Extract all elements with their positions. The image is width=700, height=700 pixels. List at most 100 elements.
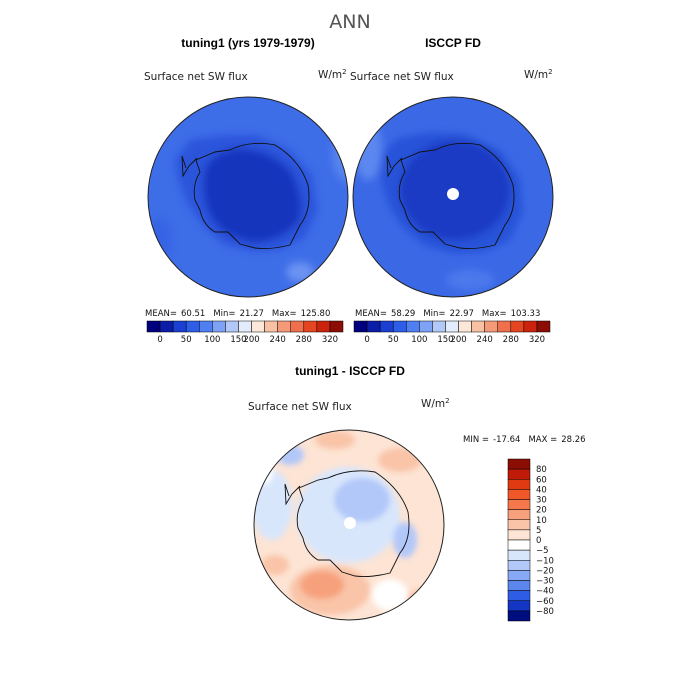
panel-model-max-label: Max= xyxy=(272,309,297,319)
panel-diff-colorbar-box xyxy=(507,499,531,510)
panel-obs-max-label: Max= xyxy=(482,309,507,319)
panel-obs-colorbar-tick-label: 240 xyxy=(477,335,493,345)
panel-obs-mean-label: MEAN= xyxy=(355,309,387,319)
panel-obs-colorbar-box xyxy=(484,320,498,333)
panel-model-units-base: W/m xyxy=(318,69,342,81)
panel-diff-map xyxy=(254,430,444,620)
panel-obs-min-value: 22.97 xyxy=(450,309,474,319)
panel-model-colorbar-box xyxy=(225,320,239,333)
panel-model-colorbar-tick-label: 150 xyxy=(230,335,246,345)
panel-obs-mean-value: 58.29 xyxy=(391,309,415,319)
panel-model-units-exp: 2 xyxy=(342,68,346,76)
panel-diff-colorbar-tick-label: −80 xyxy=(536,607,554,617)
panel-obs-units-base: W/m xyxy=(524,69,548,81)
panel-obs-colorbar-box xyxy=(471,320,485,333)
panel-model-min-label: Min= xyxy=(213,309,235,319)
panel-obs-colorbar-tick-label: 320 xyxy=(529,335,545,345)
panel-model-colorbar-box xyxy=(185,320,200,333)
panel-obs-colorbar-box xyxy=(497,320,512,333)
panel-obs-stats: MEAN= 58.29 Min= 22.97 Max= 103.33 xyxy=(355,309,540,319)
panel-obs-colorbar-box xyxy=(406,320,420,333)
panel-diff-field-label: Surface net SW flux xyxy=(248,401,352,413)
panel-obs-field-label: Surface net SW flux xyxy=(350,71,454,83)
panel-diff-colorbar-box xyxy=(507,549,531,561)
panel-obs-min-label: Min= xyxy=(423,309,445,319)
panel-model-colorbar-tick-label: 280 xyxy=(296,335,312,345)
panel-obs-colorbar-tick-label: 150 xyxy=(437,335,453,345)
panel-model-field-label: Surface net SW flux xyxy=(144,71,248,83)
panel-diff-max-value: 28.26 xyxy=(561,435,585,445)
panel-obs-units-exp: 2 xyxy=(548,68,552,76)
panel-obs-colorbar-box xyxy=(432,320,446,333)
panel-diff-colorbar-tick-label: 60 xyxy=(536,475,547,485)
panel-obs-map xyxy=(353,97,553,297)
panel-obs-colorbar-tick-label: 100 xyxy=(411,335,427,345)
panel-model-colorbar-tick-label: 320 xyxy=(322,335,338,345)
panel-obs: ISCCP FD Surface net SW flux W/m2 MEAN= 5… xyxy=(350,36,554,345)
panel-diff-title: tuning1 - ISCCP FD xyxy=(295,364,405,378)
panel-diff-units-exp: 2 xyxy=(445,397,449,405)
panel-obs-colorbar-box xyxy=(379,320,394,333)
panel-diff-colorbar-box xyxy=(507,519,531,531)
panel-diff-colorbar-tick-label: 0 xyxy=(536,536,541,546)
panel-model-colorbar-box xyxy=(251,320,265,333)
panel-model-colorbar-box xyxy=(199,320,213,333)
figure-title: ANN xyxy=(329,11,370,33)
panel-diff-colorbar-tick-label: −40 xyxy=(536,587,554,597)
panel-obs-colorbar-tick-label: 280 xyxy=(503,335,519,345)
panel-model-colorbar-tick-label: 0 xyxy=(157,335,162,345)
panel-diff-colorbar-box xyxy=(507,570,531,581)
panel-model-colorbar-tick-label: 100 xyxy=(204,335,220,345)
panel-diff-colorbar-box xyxy=(507,509,531,520)
panel-model-colorbar-box xyxy=(159,320,174,333)
panel-diff-colorbar-box xyxy=(507,600,531,612)
panel-model-colorbar-tick-label: 50 xyxy=(181,335,192,345)
panel-diff-colorbar-box xyxy=(507,458,531,470)
panel-diff-colorbar-tick-label: 10 xyxy=(536,516,547,526)
panel-diff-colorbar-box xyxy=(507,539,531,551)
panel-diff-colorbar-box xyxy=(507,590,531,601)
panel-diff-units-base: W/m xyxy=(421,398,445,410)
panel-diff-min-label: MIN = xyxy=(463,435,489,445)
panel-model-colorbar-box xyxy=(329,320,344,333)
panel-model-mean-value: 60.51 xyxy=(181,309,205,319)
panel-diff-colorbar-tick-label: 40 xyxy=(536,485,547,495)
panel-diff-colorbar-tick-label: −60 xyxy=(536,597,554,607)
panel-diff-colorbar-box xyxy=(507,529,531,541)
panel-diff-colorbar-tick-label: −10 xyxy=(536,556,554,566)
panel-model-stats: MEAN= 60.51 Min= 21.27 Max= 125.80 xyxy=(145,309,330,319)
panel-obs-title: ISCCP FD xyxy=(425,36,481,50)
panel-diff-colorbar-tick-label: 20 xyxy=(536,506,547,516)
panel-model-colorbar-box xyxy=(303,320,318,333)
panel-obs-colorbar-box xyxy=(536,320,551,333)
panel-model-min-value: 21.27 xyxy=(240,309,264,319)
panel-model-colorbar-tick-label: 240 xyxy=(270,335,286,345)
panel-diff: tuning1 - ISCCP FD Surface net SW flux W… xyxy=(248,364,586,622)
panel-obs-colorbar-box xyxy=(366,320,381,333)
panel-obs-units: W/m2 xyxy=(524,68,553,81)
panel-model: tuning1 (yrs 1979-1979) Surface net SW f… xyxy=(144,36,349,345)
panel-obs-colorbar-tick-label: 200 xyxy=(450,335,466,345)
panel-obs-colorbar-tick-label: 50 xyxy=(388,335,399,345)
panel-obs-colorbar-box xyxy=(510,320,525,333)
panel-diff-colorbar-box xyxy=(507,489,531,500)
panel-model-colorbar-box xyxy=(277,320,291,333)
panel-diff-colorbar-tick-label: −20 xyxy=(536,566,554,576)
panel-obs-colorbar-box xyxy=(445,320,459,333)
panel-model-colorbar-box xyxy=(316,320,331,333)
panel-diff-colorbar-tick-label: 80 xyxy=(536,465,547,475)
panel-model-colorbar-box xyxy=(290,320,305,333)
panel-diff-colorbar-box xyxy=(507,560,531,571)
panel-diff-colorbar-tick-label: 5 xyxy=(536,526,541,536)
panel-diff-stats: MIN = -17.64 MAX = 28.26 xyxy=(463,435,586,445)
panel-obs-colorbar-box xyxy=(392,320,407,333)
panel-model-map xyxy=(148,97,348,297)
panel-diff-colorbar-box xyxy=(507,580,531,591)
panel-diff-colorbar-tick-label: −30 xyxy=(536,577,554,587)
panel-model-colorbar-tick-label: 200 xyxy=(243,335,259,345)
panel-obs-colorbar-box xyxy=(353,320,368,333)
panel-model-max-value: 125.80 xyxy=(301,309,331,319)
